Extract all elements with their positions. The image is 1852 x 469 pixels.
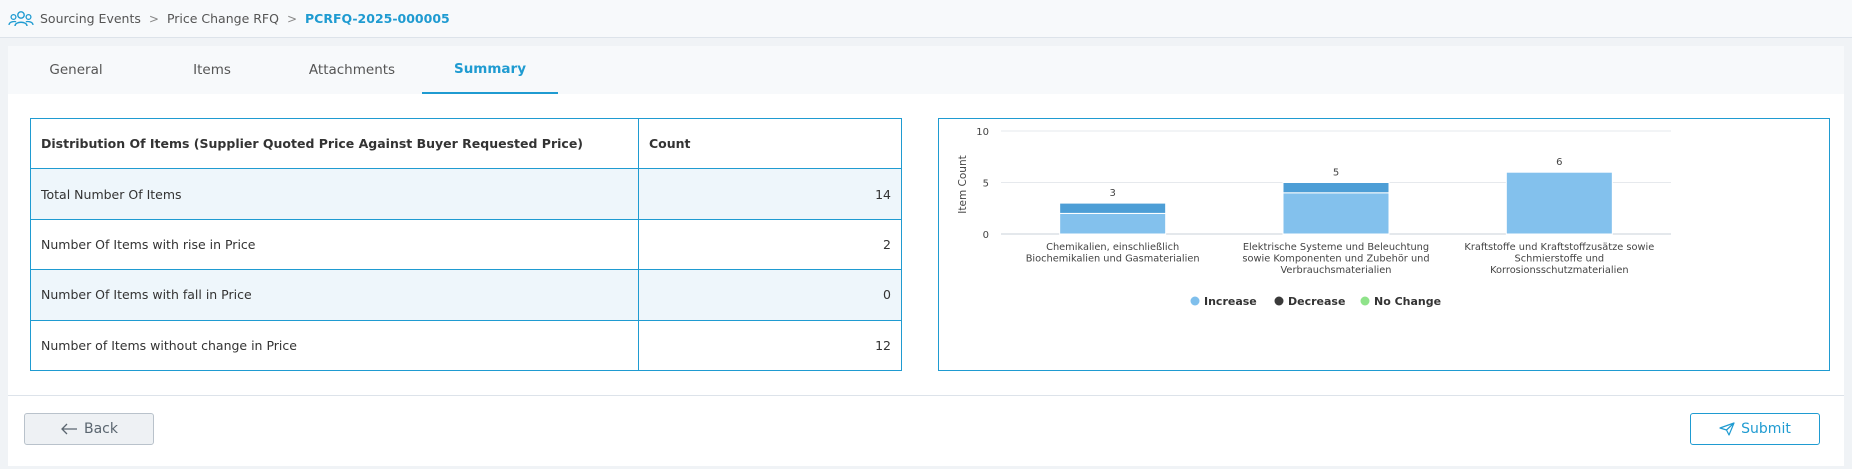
users-icon	[8, 10, 34, 26]
bar-total-label: 6	[1556, 157, 1562, 168]
table-row: Number Of Items with rise in Price 2	[30, 218, 902, 271]
submit-button[interactable]: Submit	[1690, 413, 1820, 445]
legend-marker	[1190, 296, 1200, 306]
x-tick-label: Kraftstoffe und Kraftstoffzusätze sowie	[1464, 242, 1654, 253]
bar-increase	[1282, 182, 1390, 194]
breadcrumb-item-price-change-rfq[interactable]: Price Change RFQ	[166, 11, 279, 26]
x-tick-label: Verbrauchsmaterialien	[1280, 265, 1391, 276]
bar-total-label: 3	[1109, 188, 1115, 199]
bar-total-label: 5	[1333, 168, 1339, 179]
footer-divider	[8, 395, 1844, 396]
bar-increase	[1059, 202, 1167, 214]
breadcrumb: Sourcing Events > Price Change RFQ > PCR…	[0, 0, 1852, 38]
y-tick-label: 10	[976, 127, 989, 138]
bar-no-change	[1505, 171, 1613, 235]
submit-button-label: Submit	[1741, 421, 1791, 437]
back-button[interactable]: Back	[24, 413, 154, 445]
row-label: Total Number Of Items	[30, 168, 639, 220]
tab-summary[interactable]: Summary	[422, 46, 558, 94]
legend-marker	[1274, 296, 1284, 306]
tab-attachments[interactable]: Attachments	[308, 62, 396, 78]
chart-svg: 0 5 10 Item Count 3 Chemikalien, einschließli…	[957, 127, 1671, 308]
chevron-right-icon: >	[148, 11, 159, 26]
column-header-distribution: Distribution Of Items (Supplier Quoted P…	[30, 117, 639, 170]
distribution-table: Distribution Of Items (Supplier Quoted P…	[30, 117, 902, 372]
y-tick-label: 5	[983, 179, 989, 190]
tab-bar: General Items Attachments Summary	[8, 46, 1844, 94]
breadcrumb-item-current: PCRFQ-2025-000005	[305, 11, 450, 26]
table-row: Number of Items without change in Price …	[30, 319, 902, 372]
chevron-right-icon: >	[286, 11, 298, 26]
legend-marker	[1360, 296, 1370, 306]
table-header-row: Distribution Of Items (Supplier Quoted P…	[30, 117, 902, 170]
back-button-label: Back	[84, 421, 118, 437]
column-header-count: Count	[638, 117, 902, 170]
y-axis-label: Item Count	[957, 155, 969, 213]
row-label: Number of Items without change in Price	[30, 319, 639, 372]
tab-items[interactable]: Items	[193, 62, 231, 78]
row-count: 0	[638, 269, 902, 321]
x-tick-label: Elektrische Systeme und Beleuchtung	[1243, 242, 1429, 253]
item-count-chart: 0 5 10 Item Count 3 Chemikalien, einschließli…	[938, 118, 1830, 371]
legend-label: Decrease	[1288, 295, 1345, 308]
row-count: 2	[638, 218, 902, 271]
x-tick-label: sowie Komponenten und Zubehör und	[1242, 254, 1429, 265]
main-panel: General Items Attachments Summary Distri…	[8, 46, 1844, 466]
table-row: Number Of Items with fall in Price 0	[30, 269, 902, 321]
bar-no-change	[1059, 212, 1167, 235]
tab-general[interactable]: General	[49, 62, 103, 78]
legend-label: Increase	[1204, 295, 1257, 308]
breadcrumb-item-sourcing-events[interactable]: Sourcing Events	[40, 11, 141, 26]
y-tick-label: 0	[983, 230, 989, 241]
row-label: Number Of Items with fall in Price	[30, 269, 639, 321]
x-tick-label: Korrosionsschutzmaterialien	[1490, 265, 1628, 276]
table-row: Total Number Of Items 14	[30, 168, 902, 220]
x-tick-label: Schmierstoffe und	[1515, 254, 1605, 265]
x-tick-label: Chemikalien, einschließlich	[1046, 242, 1179, 253]
row-count: 12	[638, 319, 902, 372]
row-count: 14	[638, 168, 902, 220]
row-label: Number Of Items with rise in Price	[30, 218, 639, 271]
bar-no-change	[1282, 192, 1390, 235]
legend-label: No Change	[1374, 295, 1441, 308]
arrow-left-icon	[61, 423, 77, 435]
send-icon	[1719, 422, 1735, 436]
x-tick-label: Biochemikalien und Gasmaterialien	[1026, 254, 1200, 265]
